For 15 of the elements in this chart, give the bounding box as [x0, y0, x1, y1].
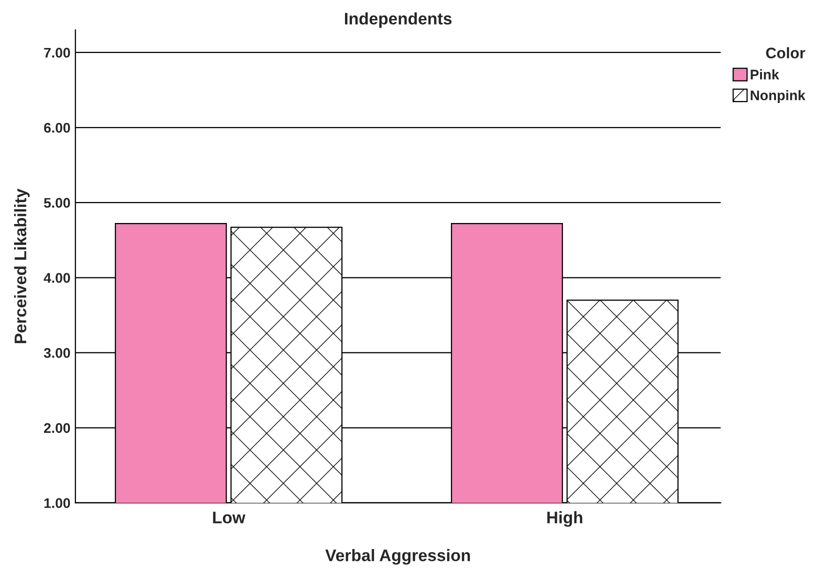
- legend-label: Nonpink: [750, 90, 806, 104]
- y-tick-label: 3.00: [44, 348, 70, 358]
- x-axis-title: Verbal Aggression: [325, 549, 470, 565]
- y-tick-label: 2.00: [44, 423, 70, 433]
- y-tick-label: 1.00: [44, 498, 70, 508]
- y-axis-title: Perceived Likability: [14, 188, 30, 344]
- y-tick-label: 5.00: [44, 198, 70, 208]
- x-tick-label: Low: [213, 512, 246, 524]
- y-tick-label: 4.00: [44, 272, 70, 283]
- legend-label: Pink: [750, 69, 780, 80]
- x-tick-label: High: [547, 511, 582, 527]
- legend-title: Color: [766, 47, 806, 58]
- chart-title: Independents: [345, 12, 452, 28]
- y-tick-label: 7.00: [44, 48, 70, 58]
- y-tick-label: 6.00: [44, 122, 70, 133]
